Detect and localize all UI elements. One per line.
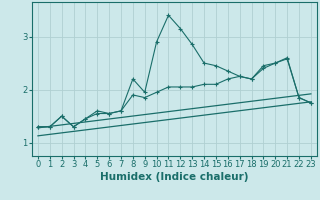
X-axis label: Humidex (Indice chaleur): Humidex (Indice chaleur) — [100, 172, 249, 182]
